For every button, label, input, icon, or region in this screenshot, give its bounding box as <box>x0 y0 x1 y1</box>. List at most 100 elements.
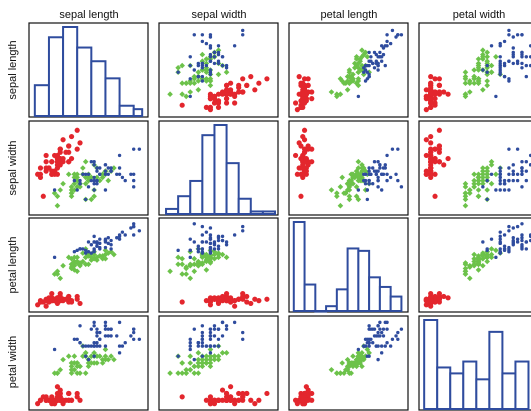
point-setosa <box>432 298 438 304</box>
point-versicolor <box>71 187 78 193</box>
point-versicolor <box>88 196 95 203</box>
point-virginica <box>515 240 520 244</box>
point-virginica <box>524 74 529 79</box>
point-setosa <box>68 155 75 162</box>
point-virginica <box>188 344 192 348</box>
point-setosa <box>43 298 49 304</box>
point-virginica <box>123 233 127 237</box>
point-versicolor <box>85 360 92 366</box>
point-virginica <box>95 182 99 186</box>
point-setosa <box>215 104 222 110</box>
histogram-bar <box>62 26 79 117</box>
point-virginica <box>524 63 529 68</box>
point-virginica <box>212 243 217 247</box>
point-versicolor <box>68 370 75 376</box>
point-virginica <box>200 39 205 44</box>
point-versicolor <box>488 69 495 75</box>
point-virginica <box>376 357 380 362</box>
point-setosa <box>228 91 234 97</box>
point-versicolor <box>488 180 495 187</box>
point-virginica <box>212 61 217 66</box>
point-versicolor <box>353 56 360 62</box>
point-setosa <box>43 159 49 165</box>
point-versicolor <box>80 250 86 256</box>
point-setosa <box>207 394 214 400</box>
point-virginica <box>216 236 221 240</box>
point-versicolor <box>99 171 106 178</box>
point-setosa <box>240 390 246 397</box>
point-versicolor <box>183 271 190 277</box>
point-virginica <box>507 245 511 250</box>
point-setosa <box>203 104 209 110</box>
histogram-bar <box>335 288 349 312</box>
point-versicolor <box>475 56 482 62</box>
point-virginica <box>502 178 507 183</box>
point-virginica <box>383 163 387 167</box>
histogram-bar <box>249 210 264 215</box>
point-virginica <box>396 33 400 37</box>
point-virginica <box>208 337 213 342</box>
point-versicolor <box>462 193 469 200</box>
point-versicolor <box>187 353 194 360</box>
point-setosa <box>300 133 306 140</box>
point-versicolor <box>68 255 75 262</box>
histogram-bar <box>118 104 135 117</box>
point-versicolor <box>179 261 185 268</box>
point-virginica <box>200 247 205 251</box>
point-versicolor <box>91 193 97 200</box>
point-setosa <box>228 87 234 93</box>
point-virginica <box>109 327 113 331</box>
point-versicolor <box>488 162 495 168</box>
point-versicolor <box>68 184 75 190</box>
point-virginica <box>103 334 108 338</box>
point-virginica <box>106 241 110 246</box>
point-versicolor <box>462 180 469 187</box>
point-versicolor <box>82 261 89 268</box>
point-virginica <box>212 334 217 338</box>
point-versicolor <box>480 47 486 53</box>
point-setosa <box>223 296 230 302</box>
point-setosa <box>240 397 246 403</box>
point-virginica <box>78 340 82 345</box>
histogram-bar <box>225 162 240 215</box>
point-virginica <box>396 147 400 151</box>
axis-titles: sepal length sepal width petal length pe… <box>7 9 505 388</box>
point-setosa <box>423 137 429 143</box>
point-versicolor <box>88 360 95 366</box>
point-virginica <box>98 241 102 246</box>
point-versicolor <box>68 187 75 193</box>
point-versicolor <box>471 184 477 190</box>
point-virginica <box>109 334 113 338</box>
point-virginica <box>117 351 122 355</box>
point-virginica <box>520 233 524 237</box>
point-virginica <box>208 233 213 237</box>
point-setosa <box>207 96 214 102</box>
point-versicolor <box>471 180 477 187</box>
point-virginica <box>103 324 108 328</box>
point-versicolor <box>488 62 495 69</box>
panel-sepal-length-vs-petal-length <box>288 22 409 118</box>
point-virginica <box>498 230 502 234</box>
point-virginica <box>92 175 96 180</box>
point-virginica <box>78 182 82 186</box>
point-versicolor <box>74 174 80 181</box>
point-versicolor <box>195 356 202 363</box>
point-virginica <box>383 63 387 68</box>
point-virginica <box>385 340 389 345</box>
point-versicolor <box>346 80 353 86</box>
point-virginica <box>81 247 85 251</box>
point-versicolor <box>215 353 222 360</box>
point-virginica <box>132 224 136 229</box>
point-virginica <box>98 330 102 335</box>
point-virginica <box>385 320 389 325</box>
point-versicolor <box>195 360 202 366</box>
point-versicolor <box>207 363 214 370</box>
point-virginica <box>196 244 201 248</box>
point-setosa <box>207 104 214 110</box>
point-versicolor <box>191 255 198 262</box>
point-versicolor <box>353 80 360 86</box>
point-versicolor <box>359 54 365 60</box>
point-setosa <box>432 193 438 199</box>
point-setosa <box>248 397 254 403</box>
point-setosa <box>301 149 308 155</box>
